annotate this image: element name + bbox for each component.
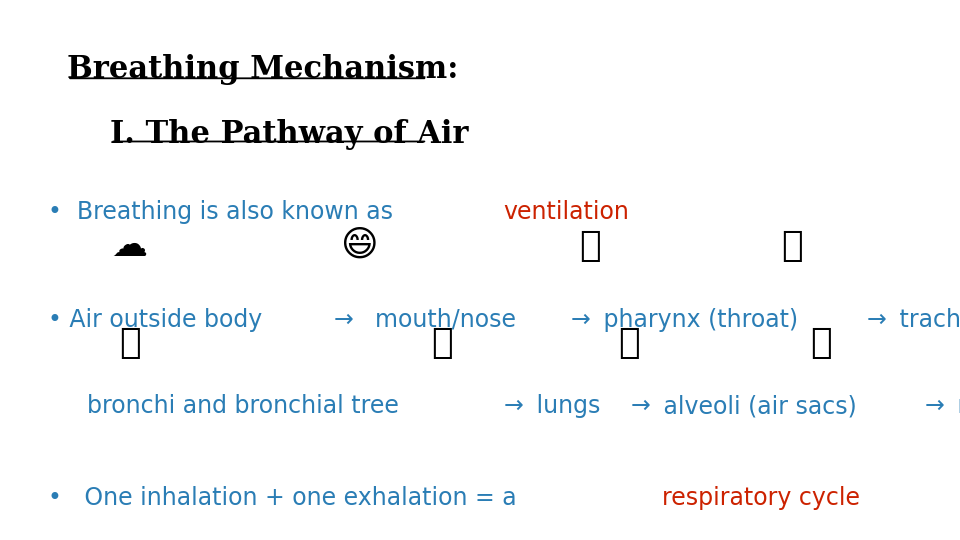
Text: •  Breathing is also known as: • Breathing is also known as [48, 200, 400, 224]
Text: →: → [570, 308, 590, 332]
Text: →: → [334, 308, 354, 332]
Text: 😄: 😄 [341, 229, 379, 262]
Text: Breathing Mechanism:: Breathing Mechanism: [67, 54, 459, 85]
Text: ventilation: ventilation [503, 200, 629, 224]
Text: • Air outside body: • Air outside body [48, 308, 270, 332]
Text: mouth/nose: mouth/nose [360, 308, 523, 332]
Text: 🫑: 🫑 [431, 326, 452, 360]
Text: ☁: ☁ [111, 229, 148, 262]
Text: →: → [631, 394, 651, 418]
Text: 🔄: 🔄 [810, 326, 831, 360]
Text: 🍇: 🍇 [618, 326, 639, 360]
Text: 🦠: 🦠 [781, 229, 803, 262]
Text: trachea: trachea [892, 308, 960, 332]
Text: 👃: 👃 [580, 229, 601, 262]
Text: 🌳: 🌳 [119, 326, 140, 360]
Text: lungs: lungs [529, 394, 608, 418]
Text: →: → [503, 394, 523, 418]
Text: reverse: reverse [950, 394, 960, 418]
Text: →: → [867, 308, 886, 332]
Text: •   One inhalation + one exhalation = a: • One inhalation + one exhalation = a [48, 486, 524, 510]
Text: bronchi and bronchial tree: bronchi and bronchial tree [72, 394, 406, 418]
Text: pharynx (throat): pharynx (throat) [596, 308, 805, 332]
Text: →: → [924, 394, 945, 418]
Text: alveoli (air sacs): alveoli (air sacs) [657, 394, 864, 418]
Text: I. The Pathway of Air: I. The Pathway of Air [110, 119, 468, 150]
Text: respiratory cycle: respiratory cycle [662, 486, 860, 510]
